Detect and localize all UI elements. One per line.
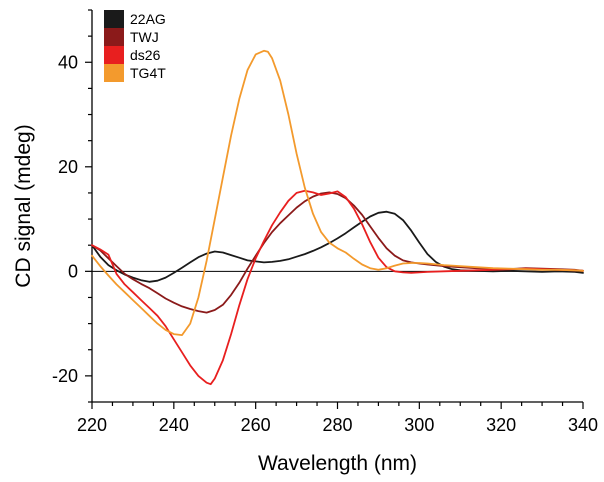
- legend-swatch-twj: [104, 28, 124, 46]
- series-layer: [91, 49, 584, 386]
- y-tick-label: 0: [68, 261, 78, 281]
- series-line-tg4t: [91, 49, 584, 337]
- y-axis-title: CD signal (mdeg): [12, 124, 35, 287]
- x-tick-label: 260: [241, 415, 271, 435]
- x-tick-label: 240: [159, 415, 189, 435]
- series-line-ds26: [91, 189, 584, 386]
- x-tick-label: 300: [404, 415, 434, 435]
- x-tick-label: 340: [568, 415, 598, 435]
- legend-label-ds26: ds26: [130, 47, 161, 63]
- legend-label-tg4t: TG4T: [130, 65, 166, 81]
- x-tick-label: 220: [77, 415, 107, 435]
- x-axis-title: Wavelength (nm): [258, 452, 417, 475]
- y-tick-label: -20: [52, 366, 78, 386]
- y-tick-label: 40: [58, 52, 78, 72]
- legend-swatch-22ag: [104, 10, 124, 28]
- series-line-22ag: [91, 210, 584, 283]
- legend-label-twj: TWJ: [130, 29, 159, 45]
- y-tick-label: 20: [58, 157, 78, 177]
- series-line-twj: [91, 191, 584, 314]
- legend: 22AG TWJ ds26 TG4T: [104, 10, 166, 82]
- legend-label-22ag: 22AG: [130, 11, 166, 27]
- x-tick-label: 320: [486, 415, 516, 435]
- legend-swatch-ds26: [104, 46, 124, 64]
- legend-swatch-tg4t: [104, 64, 124, 82]
- axes: 220 240 260 280 300 320 340 -20 0 20 40: [52, 9, 598, 435]
- x-tick-label: 280: [322, 415, 352, 435]
